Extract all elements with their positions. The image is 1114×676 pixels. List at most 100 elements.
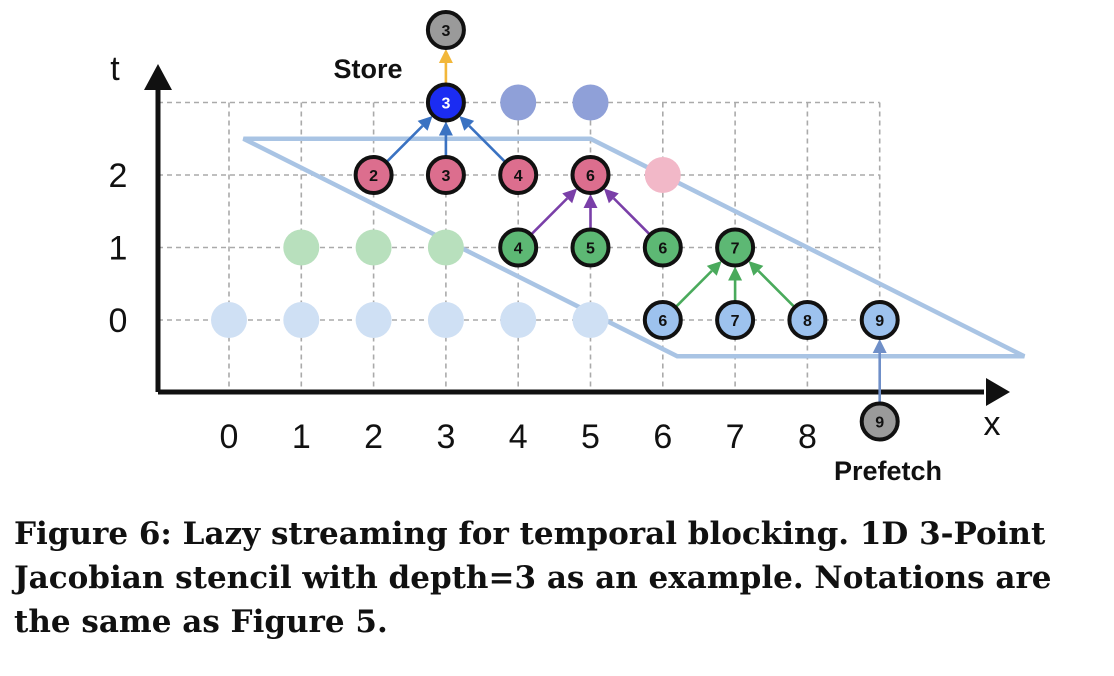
node-circle xyxy=(787,300,828,340)
node-circle xyxy=(642,300,683,340)
node-label: 9 xyxy=(875,313,884,330)
node-circle-faded xyxy=(283,229,320,266)
x-tick-label: 1 xyxy=(292,418,311,456)
stencil-node: 9 xyxy=(859,401,900,442)
dependency-arrow xyxy=(468,124,506,163)
node-circle xyxy=(425,10,466,50)
stencil-node: 6 xyxy=(642,227,683,268)
node-label: 7 xyxy=(731,241,740,258)
arrowhead xyxy=(459,115,475,131)
node-circle xyxy=(859,300,900,340)
stencil-node-faded xyxy=(572,84,609,121)
stencil-node: 9 xyxy=(859,300,900,340)
x-axis-arrowhead xyxy=(986,378,1010,406)
node-circle-faded xyxy=(500,84,537,121)
node-label: 5 xyxy=(586,241,595,258)
node-label: 3 xyxy=(441,23,450,40)
node-label: 7 xyxy=(731,313,740,330)
stencil-node: 3 xyxy=(425,10,466,50)
stencil-node: 6 xyxy=(642,300,683,340)
node-label: 8 xyxy=(803,313,812,330)
annotations: Store Prefetch xyxy=(333,54,942,486)
node-circle-faded xyxy=(355,302,392,338)
node-label: 6 xyxy=(586,168,595,185)
arrowhead xyxy=(748,260,764,276)
t-tick-label: 1 xyxy=(109,230,128,268)
x-tick-label: 8 xyxy=(798,418,817,456)
node-circle-faded xyxy=(500,302,537,338)
stencil-node-faded xyxy=(427,229,464,266)
arrowhead xyxy=(417,115,433,131)
node-label: 6 xyxy=(658,313,667,330)
stencil-node: 3 xyxy=(425,82,466,123)
x-tick-label: 2 xyxy=(364,418,383,456)
stencil-node-faded xyxy=(500,84,537,121)
stencil-node-faded xyxy=(211,302,247,338)
node-circle-faded xyxy=(211,302,247,338)
t-tick-label: 0 xyxy=(109,302,128,340)
stencil-node-faded xyxy=(644,157,681,193)
stencil-node: 7 xyxy=(715,227,756,268)
node-label: 2 xyxy=(369,168,378,185)
prefetch-label: Prefetch xyxy=(834,456,942,486)
node-circle-faded xyxy=(355,229,392,266)
stencil-node-faded xyxy=(355,229,392,266)
node-circle xyxy=(498,227,539,268)
dependency-arrow xyxy=(675,269,713,308)
diagram-area: x t 0 1 2 3 4 5 6 7 8 0 1 2 6 7 8 9 4 5 6 7 2 3 4 6 3 3 9 Store P… xyxy=(109,10,1026,486)
stencil-nodes: 6 7 8 9 4 5 6 7 2 3 4 6 3 3 9 xyxy=(211,10,900,442)
arrowhead xyxy=(438,121,453,136)
node-circle-faded xyxy=(427,229,464,266)
stencil-node: 4 xyxy=(498,155,539,195)
tick-labels: 0 1 2 3 4 5 6 7 8 0 1 2 xyxy=(109,157,817,456)
axes: x t xyxy=(110,50,1010,443)
arrowhead xyxy=(562,188,578,204)
arrowhead xyxy=(706,260,722,276)
node-circle-faded xyxy=(427,302,464,338)
stencil-node: 7 xyxy=(715,300,756,340)
node-circle xyxy=(425,155,466,195)
node-label: 4 xyxy=(514,241,523,258)
x-axis-label: x xyxy=(984,405,1001,443)
dependency-arrow xyxy=(530,197,569,235)
arrowhead xyxy=(603,188,619,204)
stencil-node-faded xyxy=(500,302,537,338)
x-tick-label: 7 xyxy=(726,418,745,456)
dependency-arrow xyxy=(386,124,424,163)
dependency-arrow xyxy=(612,197,651,235)
node-label: 6 xyxy=(658,241,667,258)
node-circle-faded xyxy=(572,302,609,338)
node-label: 9 xyxy=(875,415,884,432)
stencil-node-faded xyxy=(427,302,464,338)
temporal-block-window xyxy=(242,136,1026,359)
stencil-node-faded xyxy=(283,302,320,338)
window-outline xyxy=(242,136,1026,359)
stencil-node: 2 xyxy=(353,155,394,195)
x-tick-label: 3 xyxy=(436,418,455,456)
stencil-node: 6 xyxy=(570,155,611,195)
node-label: 4 xyxy=(514,168,523,185)
node-circle xyxy=(353,155,394,195)
x-tick-label: 4 xyxy=(509,418,528,456)
stencil-node-faded xyxy=(283,229,320,266)
node-circle xyxy=(498,155,539,195)
node-label: 3 xyxy=(441,96,450,113)
node-circle xyxy=(570,227,611,268)
arrowhead xyxy=(872,339,887,353)
t-axis-arrowhead xyxy=(144,64,172,90)
stencil-node-faded xyxy=(355,302,392,338)
x-tick-label: 0 xyxy=(220,418,239,456)
node-circle xyxy=(715,300,756,340)
node-circle xyxy=(715,227,756,268)
store-label: Store xyxy=(333,54,402,84)
node-circle-faded xyxy=(283,302,320,338)
node-circle-faded xyxy=(572,84,609,121)
stencil-node: 8 xyxy=(787,300,828,340)
stencil-node-faded xyxy=(572,302,609,338)
node-circle xyxy=(570,155,611,195)
stencil-node: 5 xyxy=(570,227,611,268)
node-label: 3 xyxy=(441,168,450,185)
dependency-arrow xyxy=(757,269,795,308)
arrowhead xyxy=(438,49,453,63)
lazy-streaming-diagram: x t 0 1 2 3 4 5 6 7 8 0 1 2 6 7 8 9 4 5 6 7 2 3 4 6 3 3 9 Store P… xyxy=(109,10,1026,486)
